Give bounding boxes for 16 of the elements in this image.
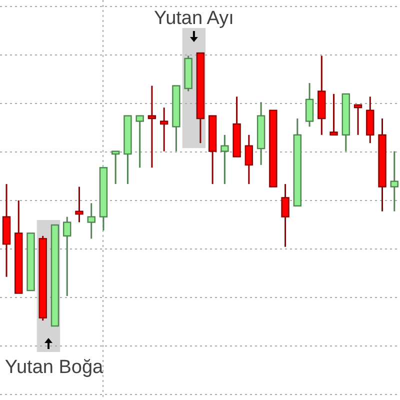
candlestick <box>75 186 84 224</box>
candlestick <box>87 202 96 240</box>
candlestick <box>305 82 314 128</box>
candlestick <box>330 93 338 136</box>
candlestick <box>244 134 254 185</box>
candlestick <box>111 150 120 185</box>
candlestick <box>390 150 398 212</box>
candlestick <box>160 106 168 152</box>
candlestick <box>148 85 156 168</box>
candlestick <box>220 134 229 185</box>
candlestick <box>136 115 144 168</box>
candlestick <box>63 216 72 297</box>
text: Yutan Boğa <box>4 357 104 378</box>
text: Yutan Ayı <box>154 8 234 29</box>
candlestick <box>354 104 362 136</box>
candlestick <box>281 183 290 248</box>
